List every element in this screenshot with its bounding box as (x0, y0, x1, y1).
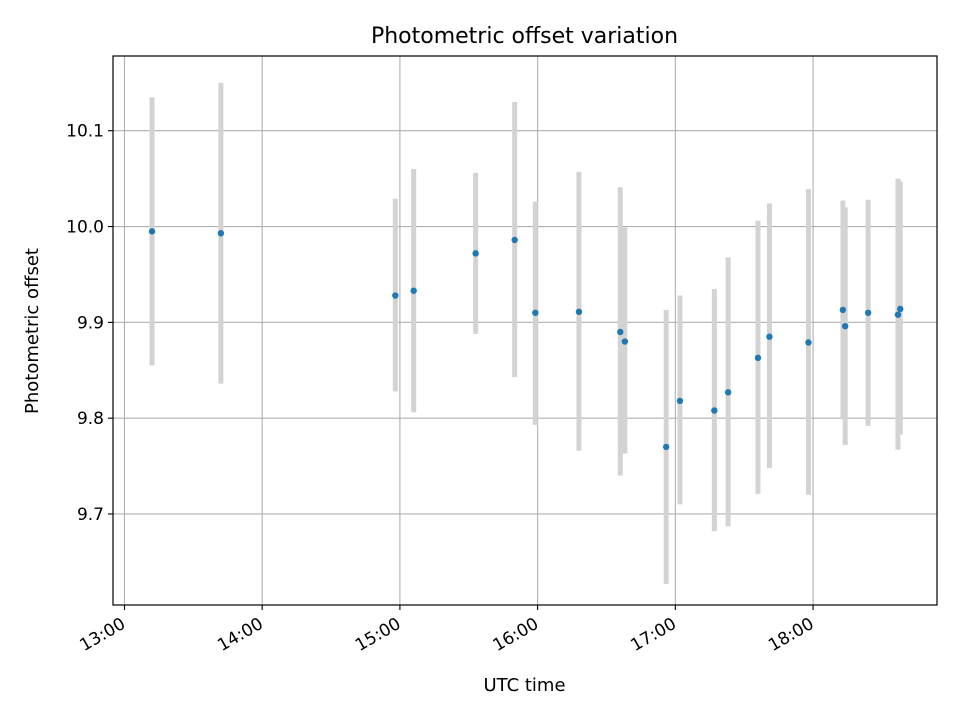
data-point (148, 228, 156, 235)
data-point (864, 309, 872, 316)
data-point (532, 309, 539, 316)
data-point (621, 338, 629, 345)
data-point (511, 236, 518, 244)
data-point (617, 328, 624, 336)
y-tick-label: 9.8 (77, 409, 104, 429)
y-axis-label: Photometric offset (22, 248, 43, 414)
data-point (766, 333, 773, 340)
data-point (472, 250, 479, 257)
plot-frame (112, 55, 938, 606)
data-point (841, 322, 849, 330)
chart-title: Photometric offset variation (371, 24, 678, 49)
data-point (754, 354, 762, 362)
data-point (662, 443, 670, 451)
data-point (217, 230, 225, 237)
data-point (724, 389, 732, 396)
data-point (711, 407, 718, 414)
y-axis-ticks: 9.7 9.8 9.9 10.0 10.1 (66, 122, 113, 525)
data-point (894, 311, 902, 318)
y-tick-label: 9.7 (77, 505, 104, 525)
y-tick-label: 10.0 (66, 218, 104, 238)
data-points (148, 228, 904, 451)
data-point (676, 397, 684, 405)
y-tick-label: 10.1 (66, 122, 104, 142)
data-point (897, 305, 904, 313)
data-point (839, 306, 847, 314)
data-point (392, 292, 399, 299)
x-axis-label: UTC time (483, 675, 565, 696)
data-point (805, 339, 812, 346)
grid-lines (113, 56, 937, 605)
data-point (575, 308, 583, 316)
data-point (410, 287, 417, 294)
y-tick-label: 9.9 (77, 313, 104, 333)
